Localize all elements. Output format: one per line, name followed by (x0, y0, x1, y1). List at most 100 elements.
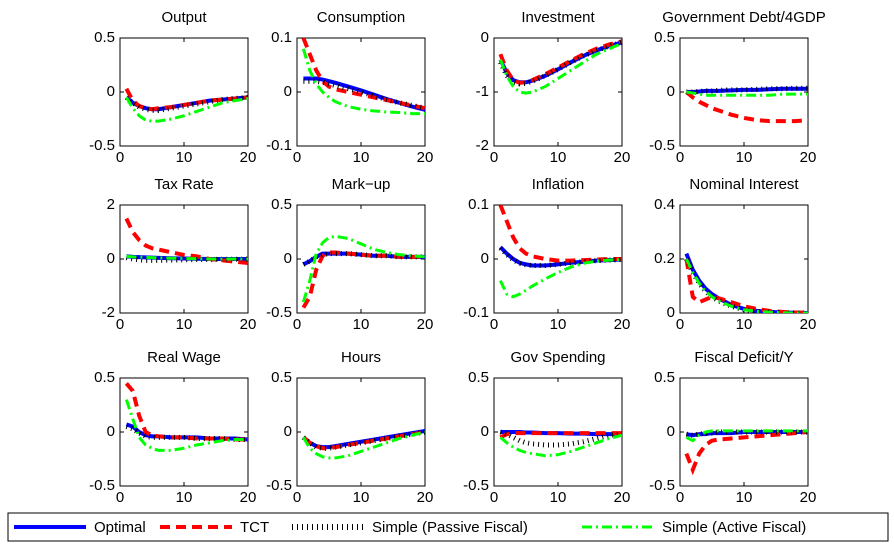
series-line (301, 48, 425, 116)
y-tick-label: 0 (107, 423, 115, 440)
series-line (684, 430, 808, 476)
x-tick-label: 0 (116, 316, 124, 333)
y-tick-label: 0.4 (654, 196, 675, 213)
series-line (301, 250, 425, 309)
y-tick-label: -0.1 (266, 137, 292, 154)
y-tick-label: -2 (476, 137, 489, 154)
series-line (685, 258, 808, 313)
y-tick-label: 0 (667, 83, 675, 100)
x-tick-label: 20 (417, 149, 434, 166)
x-tick-label: 20 (614, 149, 631, 166)
panel-title: Tax Rate (154, 176, 213, 193)
y-tick-label: 0 (284, 250, 292, 267)
x-tick-label: 20 (800, 316, 817, 333)
y-tick-label: 0.2 (654, 250, 675, 267)
y-tick-label: 0 (481, 250, 489, 267)
legend-label: Simple (Passive Fiscal) (372, 519, 528, 536)
y-tick-label: -0.5 (89, 477, 115, 494)
y-tick-label: 0 (107, 250, 115, 267)
y-tick-label: 0 (481, 29, 489, 46)
x-tick-label: 10 (736, 316, 753, 333)
legend-box (7, 512, 889, 542)
series-line (686, 90, 808, 97)
y-tick-label: 0 (284, 83, 292, 100)
x-tick-label: 20 (240, 149, 257, 166)
x-tick-label: 10 (736, 149, 753, 166)
series-line (499, 258, 622, 299)
x-tick-label: 0 (116, 489, 124, 506)
y-tick-label: 0.5 (94, 369, 115, 386)
panel-title: Fiscal Deficit/Y (694, 349, 793, 366)
y-tick-label: 0.5 (654, 369, 675, 386)
x-tick-label: 10 (176, 316, 193, 333)
series-line (499, 431, 622, 440)
y-tick-label: 0 (667, 423, 675, 440)
x-tick-label: 20 (240, 316, 257, 333)
series-line (124, 217, 248, 266)
x-tick-label: 0 (676, 149, 684, 166)
y-tick-label: -0.5 (266, 304, 292, 321)
series-line (126, 254, 248, 261)
x-tick-label: 10 (353, 149, 370, 166)
x-tick-label: 0 (490, 489, 498, 506)
x-tick-label: 10 (550, 489, 567, 506)
y-tick-label: -1 (476, 83, 489, 100)
y-tick-label: 0.5 (271, 369, 292, 386)
panel-title: Real Wage (147, 349, 221, 366)
series-line (685, 90, 808, 124)
y-tick-label: 0.1 (468, 196, 489, 213)
x-tick-label: 10 (736, 489, 753, 506)
y-tick-label: 0 (284, 423, 292, 440)
x-tick-label: 20 (800, 149, 817, 166)
x-tick-label: 20 (614, 316, 631, 333)
y-tick-label: -0.1 (463, 304, 489, 321)
x-tick-label: 20 (240, 489, 257, 506)
x-tick-label: 20 (800, 489, 817, 506)
series-line (498, 205, 622, 263)
y-tick-label: -0.5 (266, 477, 292, 494)
series-line (684, 258, 808, 313)
series-line (124, 382, 248, 442)
series-line (499, 433, 622, 458)
y-tick-label: 0 (481, 423, 489, 440)
y-tick-label: 0.5 (94, 29, 115, 46)
panel-title: Hours (341, 349, 381, 366)
y-tick-label: 0 (107, 83, 115, 100)
series-line (124, 94, 248, 113)
y-tick-label: 2 (107, 196, 115, 213)
x-tick-label: 0 (676, 489, 684, 506)
x-tick-label: 0 (490, 316, 498, 333)
y-tick-label: 0.5 (271, 196, 292, 213)
x-tick-label: 20 (614, 489, 631, 506)
series-line (685, 429, 808, 443)
series-line (124, 399, 248, 452)
x-tick-label: 20 (417, 316, 434, 333)
x-tick-label: 20 (417, 489, 434, 506)
legend-label: Optimal (94, 519, 146, 536)
panel-title: Mark−up (332, 176, 391, 193)
series-line (302, 430, 425, 460)
plot-frame (679, 204, 809, 314)
x-tick-label: 0 (676, 316, 684, 333)
y-tick-label: -0.5 (463, 477, 489, 494)
series-line (686, 86, 808, 94)
panel-title: Inflation (532, 176, 585, 193)
series-line (125, 96, 248, 123)
series-line (125, 255, 248, 263)
series-line (498, 246, 622, 268)
x-tick-label: 0 (490, 149, 498, 166)
x-tick-label: 10 (176, 489, 193, 506)
series-line (301, 234, 425, 303)
x-tick-label: 10 (176, 149, 193, 166)
panel-title: Gov Spending (510, 349, 605, 366)
plot-frame (493, 37, 623, 147)
plot-frame (296, 377, 426, 487)
y-tick-label: -2 (102, 304, 115, 321)
panel-title: Nominal Interest (689, 176, 799, 193)
x-tick-label: 0 (293, 316, 301, 333)
panel-title: Consumption (317, 9, 405, 26)
y-tick-label: 0.5 (468, 369, 489, 386)
y-tick-label: 0.1 (271, 29, 292, 46)
y-tick-label: 0.5 (654, 29, 675, 46)
